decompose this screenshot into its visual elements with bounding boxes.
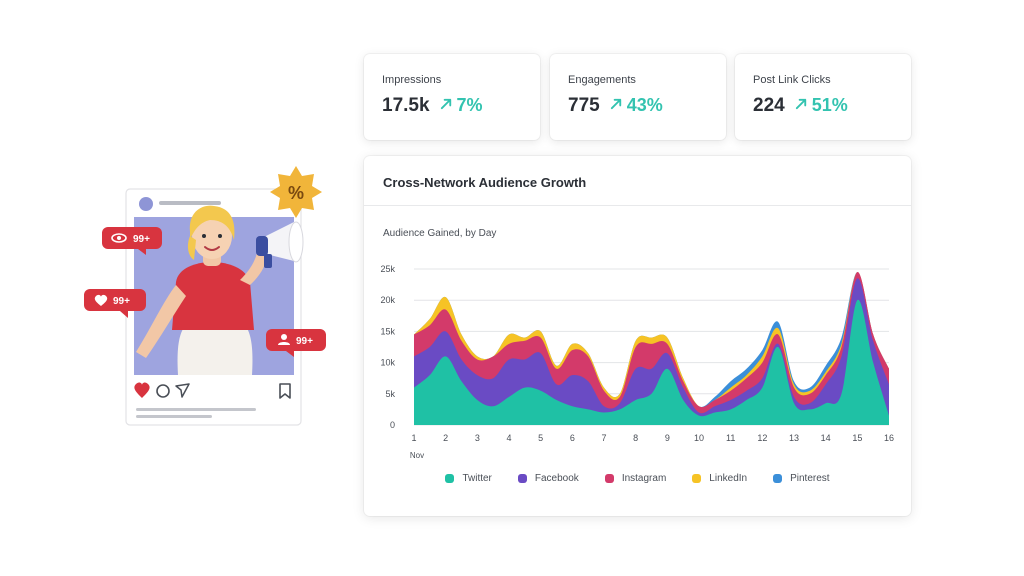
trend-up-arrow-icon	[795, 98, 806, 110]
send-icon	[175, 383, 190, 398]
legend-swatch	[445, 474, 455, 483]
views-notification: 99+	[102, 227, 162, 255]
y-tick-label: 5k	[385, 389, 395, 399]
svg-text:%: %	[288, 183, 304, 203]
x-tick-label: 16	[884, 433, 894, 443]
x-tick-label: 14	[821, 433, 831, 443]
card-divider	[364, 205, 911, 206]
trend-up-arrow-icon	[610, 98, 621, 110]
y-tick-label: 0	[390, 420, 395, 430]
x-tick-label: 10	[694, 433, 704, 443]
social-post-illustration: % 99+ 99+ 99+	[84, 166, 326, 426]
legend-label: Pinterest	[790, 473, 830, 484]
x-tick-label: 11	[726, 433, 735, 443]
likes-count: 99+	[113, 296, 130, 307]
bookmark-icon	[279, 383, 291, 399]
kpi-value: 775	[568, 95, 600, 116]
kpi-change-value: 51%	[811, 95, 848, 115]
x-tick-label: 15	[852, 433, 862, 443]
x-tick-label: 8	[633, 433, 638, 443]
x-tick-label: 4	[506, 433, 511, 443]
legend-item-instagram[interactable]: Instagram	[604, 473, 667, 484]
likes-notification: 99+	[84, 289, 146, 318]
kpi-change-value: 7%	[456, 95, 483, 115]
legend-item-twitter[interactable]: Twitter	[445, 473, 492, 484]
legend-label: LinkedIn	[709, 473, 748, 484]
megaphone-icon	[256, 221, 304, 268]
kpi-change: 7%	[439, 95, 483, 116]
heart-icon	[134, 382, 150, 398]
kpi-card-engagements: Engagements 775 43%	[550, 54, 726, 140]
legend-swatch	[692, 474, 702, 483]
post-avatar	[139, 197, 153, 211]
x-tick-label: 5	[538, 433, 543, 443]
chart-title: Cross-Network Audience Growth	[383, 175, 587, 190]
x-tick-label: 12	[757, 433, 767, 443]
trend-up-arrow-icon	[440, 98, 451, 110]
percent-badge-icon: %	[270, 166, 322, 218]
legend-item-pinterest[interactable]: Pinterest	[773, 473, 830, 484]
x-tick-label: 7	[601, 433, 606, 443]
x-tick-label: 6	[570, 433, 575, 443]
heart-icon	[94, 294, 108, 306]
kpi-label: Post Link Clicks	[753, 74, 831, 86]
kpi-card-post-link-clicks: Post Link Clicks 224 51%	[735, 54, 911, 140]
chart-subtitle: Audience Gained, by Day	[383, 228, 497, 239]
person-with-megaphone-illustration	[136, 205, 267, 375]
audience-growth-card: Cross-Network Audience Growth Audience G…	[364, 156, 911, 516]
post-card	[125, 188, 304, 426]
kpi-label: Impressions	[382, 74, 442, 86]
legend-label: Facebook	[534, 473, 579, 484]
comment-icon	[156, 384, 170, 398]
kpi-change-value: 43%	[626, 95, 663, 115]
y-tick-label: 10k	[380, 358, 395, 368]
legend-swatch	[773, 474, 783, 483]
legend-item-facebook[interactable]: Facebook	[517, 473, 579, 484]
kpi-value: 224	[753, 95, 785, 116]
kpi-change: 43%	[609, 95, 663, 116]
x-axis-label: Nov	[410, 451, 424, 460]
kpi-label: Engagements	[568, 74, 636, 86]
y-tick-label: 20k	[380, 295, 395, 305]
kpi-value: 17.5k	[382, 95, 430, 116]
y-tick-label: 15k	[380, 326, 395, 336]
views-count: 99+	[133, 234, 150, 245]
legend-swatch	[604, 474, 614, 483]
followers-notification: 99+	[266, 329, 326, 357]
kpi-card-impressions: Impressions 17.5k 7%	[364, 54, 540, 140]
x-tick-label: 9	[665, 433, 670, 443]
chart-legend: Twitter Facebook Instagram LinkedIn Pinteres…	[364, 473, 911, 484]
x-tick-label: 2	[443, 433, 448, 443]
y-tick-label: 25k	[380, 264, 395, 274]
eye-icon	[111, 233, 127, 243]
kpi-change: 51%	[794, 95, 848, 116]
x-tick-label: 13	[789, 433, 799, 443]
x-tick-label: 1	[411, 433, 416, 443]
legend-item-linkedin[interactable]: LinkedIn	[692, 473, 747, 484]
user-icon	[278, 334, 290, 345]
followers-count: 99+	[296, 336, 313, 347]
x-tick-label: 3	[475, 433, 480, 443]
series-area-twitter	[414, 299, 889, 425]
legend-label: Twitter	[462, 473, 492, 484]
legend-label: Instagram	[621, 473, 667, 484]
legend-swatch	[517, 474, 527, 483]
